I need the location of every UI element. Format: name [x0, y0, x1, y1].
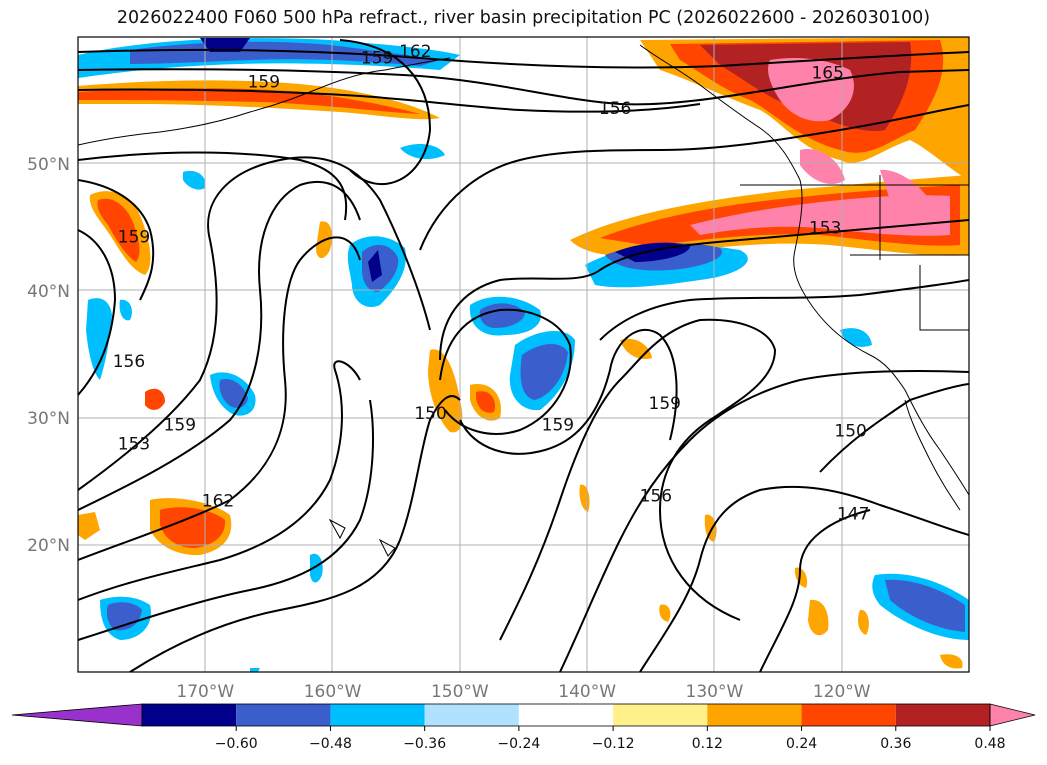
colorbar-tick-label: 0.36 [880, 736, 911, 752]
contour-label: 159 [164, 415, 196, 435]
lon-tick-label: 170°W [176, 682, 234, 702]
colorbar-segment [142, 704, 237, 726]
colorbar: −0.60 −0.48 −0.36 −0.24 −0.12 0.12 0.24 0.36 0.4… [11, 703, 1036, 752]
colorbar-tick-label: −0.48 [309, 736, 352, 752]
contour-label: 159 [649, 394, 681, 414]
contour-label: 153 [118, 434, 150, 454]
colorbar-segment [613, 704, 708, 726]
contour-labels: 162 159 159 165 156 153 159 156 159 153 162 150 159 1… [113, 42, 870, 524]
colorbar-tick-label: −0.24 [497, 736, 540, 752]
lat-tick-label: 20°N [27, 536, 70, 556]
colorbar-segment [801, 704, 896, 726]
contour-label: 156 [599, 99, 631, 119]
contour-label: 162 [202, 492, 234, 512]
colorbar-extend-max [989, 703, 1036, 727]
colorbar-segment [330, 704, 425, 726]
contour-label: 159 [118, 227, 150, 247]
contour-lines [78, 39, 969, 672]
contour-label: 150 [834, 422, 866, 442]
colorbar-tick-label: −0.12 [592, 736, 635, 752]
lat-tick-label: 50°N [27, 155, 70, 175]
lon-tick-label: 140°W [558, 682, 616, 702]
contour-label: 165 [811, 64, 843, 84]
lon-tick-label: 150°W [431, 682, 489, 702]
colorbar-tick-label: 0.12 [692, 736, 723, 752]
contour-label: 153 [809, 219, 841, 239]
colorbar-segment [707, 704, 802, 726]
coastlines [78, 44, 969, 557]
colorbar-tick-label: 0.24 [786, 736, 817, 752]
contour-label: 159 [542, 415, 574, 435]
colorbar-tick-label: −0.36 [403, 736, 446, 752]
contour-label: 156 [113, 352, 145, 372]
contour-label: 147 [837, 504, 869, 524]
lon-tick-label: 120°W [813, 682, 871, 702]
lon-tick-label: 160°W [304, 682, 362, 702]
lon-tick-label: 130°W [686, 682, 744, 702]
colorbar-segment [895, 704, 990, 726]
contour-label: 156 [640, 486, 672, 506]
colorbar-segment [236, 704, 331, 726]
contour-label: 159 [248, 72, 280, 92]
contour-label: 162 [399, 42, 431, 62]
contour-label: 159 [361, 48, 393, 68]
longitude-labels: 170°W 160°W 150°W 140°W 130°W 120°W [176, 682, 870, 702]
lat-tick-label: 30°N [27, 409, 70, 429]
lat-tick-label: 40°N [27, 282, 70, 302]
colorbar-outline [141, 703, 991, 727]
colorbar-segment [424, 704, 519, 726]
colorbar-extend-min [11, 703, 143, 727]
colorbar-tick-label: 0.48 [974, 736, 1005, 752]
map-title: 2026022400 F060 500 hPa refract., river … [116, 8, 931, 28]
latitude-labels: 50°N 40°N 30°N 20°N [27, 155, 70, 556]
colorbar-segment [518, 704, 614, 726]
contour-label: 150 [414, 404, 446, 424]
gridlines [78, 37, 969, 672]
plot-frame [77, 36, 970, 673]
colorbar-tick-label: −0.60 [215, 736, 258, 752]
